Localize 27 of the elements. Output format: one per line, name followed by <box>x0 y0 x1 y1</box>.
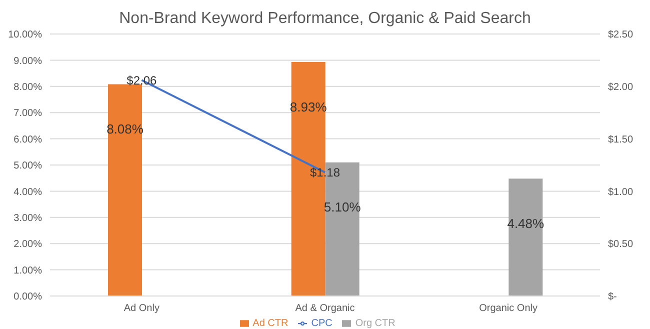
x-tick-label: Ad Only <box>124 303 160 314</box>
y2-tick-label: $0.50 <box>608 239 634 250</box>
y2-tick-label: $1.50 <box>608 134 634 146</box>
legend-label: Ad CTR <box>252 318 288 329</box>
legend-label: Org CTR <box>355 318 396 329</box>
bar <box>108 84 142 296</box>
y-tick-label: 9.00% <box>14 56 42 67</box>
y-tick-label: 1.00% <box>14 265 42 276</box>
y-tick-label: 8.00% <box>14 82 42 93</box>
y-tick-label: 7.00% <box>14 108 42 120</box>
chart-title: Non-Brand Keyword Performance, Organic & Paid Search <box>118 10 532 28</box>
y-tick-label: 3.00% <box>14 212 42 224</box>
data-label: $2.06 <box>126 73 158 88</box>
y-tick-label: 6.00% <box>14 134 42 146</box>
x-tick-label: Ad & Organic <box>295 303 355 314</box>
y-tick-label: 0.00% <box>14 292 42 303</box>
y-tick-label: 10.00% <box>8 30 42 41</box>
y2-tick-label: $2.00 <box>608 82 634 93</box>
y-tick-label: 4.00% <box>14 186 42 198</box>
bar <box>508 178 543 296</box>
y2-tick-label: $2.50 <box>608 30 634 41</box>
legend-label: CPC <box>311 318 332 329</box>
y2-tick-label: $- <box>608 292 617 303</box>
x-tick-label: Organic Only <box>479 303 538 314</box>
y2-tick-label: $1.00 <box>608 186 634 198</box>
y-tick-label: 5.00% <box>14 160 42 172</box>
y-tick-label: 2.00% <box>14 239 42 250</box>
